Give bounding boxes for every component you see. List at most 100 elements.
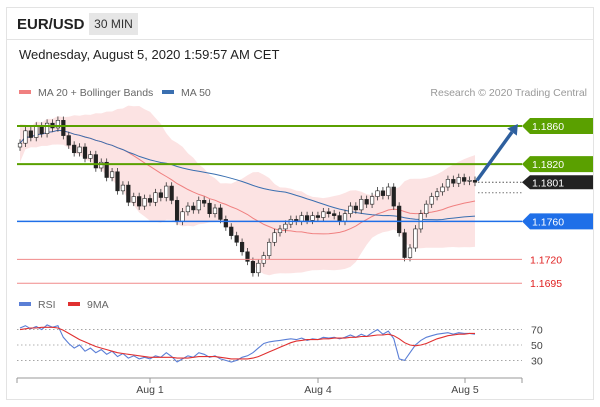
forecast-arrow-head [507, 123, 518, 136]
candle-body [158, 192, 163, 198]
candle-body [17, 142, 23, 148]
candle-body [120, 184, 126, 192]
candle-body [434, 191, 440, 197]
candle-body [72, 144, 77, 154]
candle-body [142, 198, 147, 207]
candle-body [212, 207, 218, 214]
candle-body [88, 154, 93, 159]
candle-body [467, 180, 472, 182]
candle-body [326, 211, 331, 214]
time-axis: Aug 1 Aug 4 Aug 5 [16, 377, 523, 396]
candle-body [109, 171, 115, 178]
candle-body [126, 184, 131, 203]
candle-body [185, 205, 191, 213]
chart-header: EUR/USD 30 MIN [6, 7, 594, 40]
candle-body [196, 200, 201, 211]
candle-body [375, 190, 380, 197]
resistance-label: 1.1860 [532, 121, 564, 133]
timeframe-badge[interactable]: 30 MIN [89, 13, 138, 35]
candle-body [283, 223, 288, 230]
symbol-title: EUR/USD [17, 16, 85, 33]
candle-body [440, 186, 445, 193]
candle-body [44, 122, 50, 134]
rsi-tick-label: 50 [531, 340, 543, 352]
candle-body [462, 177, 467, 182]
candle-body [207, 202, 212, 214]
resistance-tag [522, 118, 593, 135]
candle-body [202, 200, 207, 204]
candle-body [169, 185, 174, 201]
candle-body [364, 199, 369, 205]
candle-body [272, 232, 277, 243]
ma50-legend-label: MA 50 [181, 87, 211, 99]
candle-body [397, 205, 402, 234]
candle-body [472, 180, 478, 183]
candle-body [299, 215, 304, 222]
candle-body [39, 125, 44, 134]
candle-body [218, 207, 223, 220]
resistance-tag [522, 156, 593, 173]
ma9-legend-swatch [68, 302, 80, 306]
candle-body [304, 215, 310, 221]
rsi-line [19, 324, 476, 363]
candle-body [229, 226, 234, 236]
candle-body [310, 215, 315, 221]
bollinger-legend-label: MA 20 + Bollinger Bands [38, 87, 153, 99]
candle-body [321, 211, 326, 218]
rsi-legend-swatch [19, 302, 31, 306]
candle-body [93, 154, 98, 169]
candle-body [77, 146, 82, 154]
candle-body [164, 185, 169, 198]
candle-body [445, 179, 451, 188]
ma9-line [19, 326, 475, 360]
candle-body [82, 146, 88, 159]
pivot-tag [522, 213, 593, 230]
candle-body [66, 135, 71, 146]
time-axis-label: Aug 5 [451, 384, 479, 396]
candle-body [451, 179, 456, 184]
candle-body [250, 261, 256, 274]
candle-body [386, 186, 391, 196]
support-label: 1.1720 [530, 254, 562, 266]
candle-body [131, 196, 136, 203]
candle-body [180, 211, 185, 222]
candle-body [245, 251, 250, 262]
candle-body [353, 205, 358, 211]
rsi-tick-label: 30 [531, 355, 543, 367]
candle-body [174, 200, 180, 222]
research-credit: Research © 2020 Trading Central [430, 87, 587, 99]
candle-body [380, 190, 386, 196]
candle-body [256, 262, 261, 274]
price-levels: 1.1860 1.1820 1.1801 1.1760 1.1720 1.1695 [17, 118, 593, 290]
candle-body [153, 192, 158, 203]
last-price-label: 1.1801 [532, 177, 564, 189]
ma9-legend-label: 9MA [87, 299, 109, 311]
bollinger-band-fill [20, 105, 475, 276]
chart-frame [6, 7, 594, 400]
ma50-legend-swatch [162, 90, 174, 94]
candle-body [267, 241, 272, 256]
candle-body [239, 241, 245, 253]
last-price-tag [522, 175, 593, 190]
candle-body [402, 232, 407, 258]
candle-body [413, 228, 418, 249]
candle-body [61, 120, 66, 136]
candle-body [55, 120, 61, 129]
candle-body [137, 196, 142, 207]
candle-body [191, 205, 196, 211]
timestamp: Wednesday, August 5, 2020 1:59:57 AM CET [19, 47, 280, 62]
candle-body [369, 196, 375, 205]
rsi-tick-label: 70 [531, 325, 543, 337]
candle-body [456, 177, 461, 184]
candle-body [147, 198, 153, 203]
candle-body [342, 213, 348, 222]
candle-body [407, 247, 413, 258]
candle-body [34, 125, 39, 138]
candle-body [337, 215, 342, 222]
time-axis-label: Aug 1 [136, 384, 164, 396]
time-axis-label: Aug 4 [304, 384, 332, 396]
candle-body [23, 130, 28, 144]
candle-body [28, 130, 33, 138]
candle-body [359, 199, 364, 211]
